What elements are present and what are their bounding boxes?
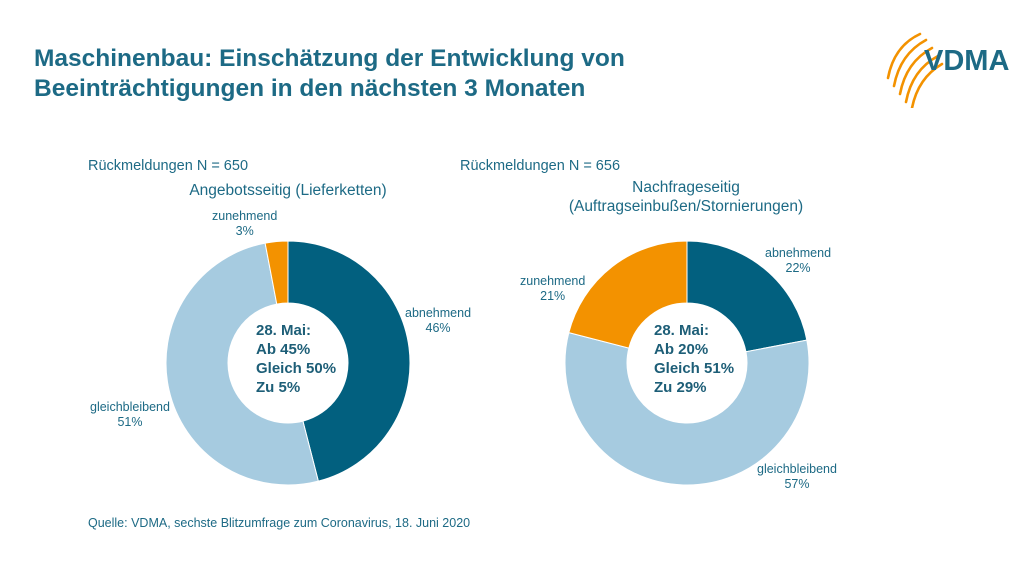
chart-1-label-zunehmend-name: zunehmend [212,209,278,223]
page-title: Maschinenbau: Einschätzung der Entwicklu… [34,44,625,104]
chart-2-center-text: 28. Mai: Ab 20% Gleich 51% Zu 29% [654,321,734,397]
chart-2-title: Nachfrageseitig (Auftragseinbußen/Storni… [500,178,872,216]
chart-1-donut [165,240,411,486]
chart-1-title-line-1: Angebotsseitig (Lieferketten) [189,182,387,199]
chart-2-label-zunehmend: zunehmend 21% [520,274,585,304]
title-line-2: Beeinträchtigungen in den nächsten 3 Mon… [34,75,586,102]
chart-2-label-gleichbleibend-value: 57% [784,477,810,491]
chart-2-label-abnehmend: abnehmend 22% [765,246,831,276]
chart-1-title: Angebotsseitig (Lieferketten) [118,181,458,200]
vdma-logo: VDMA [880,18,1020,110]
source-note: Quelle: VDMA, sechste Blitzumfrage zum C… [88,516,471,530]
chart-1-responses: Rückmeldungen N = 650 [88,158,249,174]
vdma-logo-graphic: VDMA [886,32,1009,110]
logo-arcs-icon [886,32,944,110]
chart-1-label-zunehmend: zunehmend 3% [212,209,277,239]
chart-2-label-gleichbleibend: gleichbleibend 57% [757,462,837,492]
chart-2-label-abnehmend-value: 22% [785,261,811,275]
chart-2-center-line-1: 28. Mai: [654,322,710,339]
chart-2-label-zunehmend-value: 21% [540,289,566,303]
chart-1-center-line-2: Ab 45% [256,341,311,358]
chart-1-label-abnehmend: abnehmend 46% [405,306,471,336]
title-line-1: Maschinenbau: Einschätzung der Entwicklu… [34,45,625,72]
chart-1-center-text: 28. Mai: Ab 45% Gleich 50% Zu 5% [256,321,336,397]
chart-2-label-zunehmend-name: zunehmend [520,274,586,288]
chart-1-label-abnehmend-name: abnehmend [405,306,472,320]
chart-2-slice-gleichbleibend [564,332,810,486]
chart-1-label-zunehmend-value: 3% [235,224,254,238]
chart-2-slice-abnehmend [686,240,808,353]
chart-2-label-gleichbleibend-name: gleichbleibend [757,462,837,476]
chart-2-center-line-4: Zu 29% [654,379,707,396]
chart-1-center-line-1: 28. Mai: [256,322,312,339]
chart-1-slice-zunehmend [264,240,289,305]
chart-2-center-line-3: Gleich 51% [654,360,735,377]
chart-1-label-gleichbleibend: gleichbleibend 51% [90,400,170,430]
chart-2-title-line-2: (Auftragseinbußen/Stornierungen) [568,198,804,215]
chart-1-slice-gleichbleibend [165,242,319,486]
chart-2-label-abnehmend-name: abnehmend [765,246,832,260]
chart-1-label-abnehmend-value: 46% [425,321,451,335]
chart-1-label-gleichbleibend-value: 51% [117,415,143,429]
chart-2-donut [564,240,810,486]
chart-1-label-gleichbleibend-name: gleichbleibend [90,400,170,414]
chart-1-center-line-3: Gleich 50% [256,360,337,377]
chart-2-responses: Rückmeldungen N = 656 [460,158,621,174]
chart-2-title-line-1: Nachfrageseitig [632,179,740,196]
chart-2-center-line-2: Ab 20% [654,341,709,358]
chart-2-slice-zunehmend [568,240,688,349]
chart-1-slice-abnehmend [287,240,411,482]
chart-1-center-line-4: Zu 5% [256,379,301,396]
logo-text: VDMA [924,45,1009,77]
